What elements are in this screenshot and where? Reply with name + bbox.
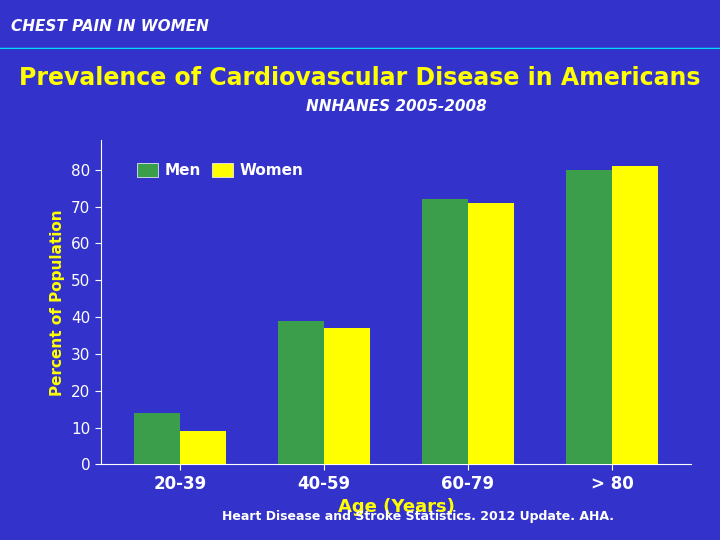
Text: CHEST PAIN IN WOMEN: CHEST PAIN IN WOMEN [11, 19, 209, 34]
X-axis label: Age (Years): Age (Years) [338, 498, 454, 516]
Text: NNHANES 2005-2008: NNHANES 2005-2008 [305, 99, 487, 114]
Bar [612, 166, 658, 464]
Bar [134, 413, 180, 464]
Y-axis label: Percent of Population: Percent of Population [50, 209, 66, 396]
Bar [278, 321, 324, 464]
Text: Heart Disease and Stroke Statistics. 2012 Update. AHA.: Heart Disease and Stroke Statistics. 201… [222, 510, 613, 523]
Bar [180, 431, 226, 464]
Text: Prevalence of Cardiovascular Disease in Americans: Prevalence of Cardiovascular Disease in … [19, 66, 701, 90]
Bar [468, 203, 514, 464]
Bar [422, 199, 468, 464]
Legend: Men, Women: Men, Women [131, 157, 310, 183]
Bar [324, 328, 370, 464]
Bar [566, 170, 612, 464]
